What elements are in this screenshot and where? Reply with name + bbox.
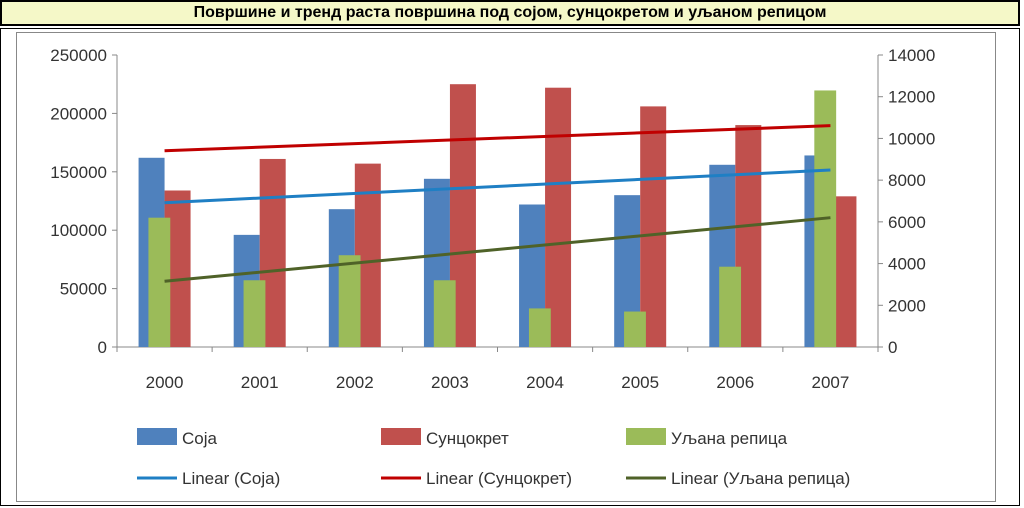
right-axis-tick-label: 2000 bbox=[888, 296, 926, 315]
bar-uljana-repica bbox=[528, 308, 551, 347]
legend-label: Linear (Сунцокрет) bbox=[426, 469, 572, 488]
trendline-soja bbox=[164, 168, 831, 205]
x-axis-tick-label: 2003 bbox=[431, 373, 469, 392]
left-axis-tick-label: 250000 bbox=[50, 46, 107, 65]
left-axis-tick-label: 0 bbox=[98, 338, 107, 357]
right-axis-tick-label: 8000 bbox=[888, 171, 926, 190]
chart-title: Површине и тренд раста површина под сојо… bbox=[193, 4, 827, 21]
left-axis-tick-label: 200000 bbox=[50, 104, 107, 123]
legend-label: Linear (Уљана репица) bbox=[671, 469, 850, 488]
x-axis-tick-label: 2006 bbox=[716, 373, 754, 392]
left-axis-tick-label: 100000 bbox=[50, 221, 107, 240]
legend-label: Linear (Соја) bbox=[182, 469, 280, 488]
bar-uljana-repica bbox=[433, 280, 456, 347]
bar-uljana-repica bbox=[243, 280, 266, 347]
legend-swatch-suncokret bbox=[381, 428, 421, 445]
right-axis-tick-label: 0 bbox=[888, 338, 897, 357]
legend-label: Уљана репица bbox=[671, 429, 788, 448]
outer-frame bbox=[0, 28, 1020, 506]
left-axis-tick-label: 50000 bbox=[60, 280, 107, 299]
right-axis-tick-label: 6000 bbox=[888, 213, 926, 232]
trendline-uljana-repica bbox=[164, 216, 831, 283]
x-axis-tick-label: 2004 bbox=[526, 373, 564, 392]
x-axis-tick-label: 2000 bbox=[146, 373, 184, 392]
bar-suncokret bbox=[640, 106, 667, 347]
bar-uljana-repica bbox=[338, 255, 361, 347]
right-axis-tick-label: 14000 bbox=[888, 46, 935, 65]
x-axis-tick-label: 2005 bbox=[621, 373, 659, 392]
bar-uljana-repica bbox=[148, 217, 171, 347]
x-axis-tick-label: 2007 bbox=[812, 373, 850, 392]
right-axis-tick-label: 4000 bbox=[888, 255, 926, 274]
trendline-suncokret bbox=[164, 124, 831, 153]
bar-uljana-repica bbox=[719, 266, 742, 347]
legend-label: Соја bbox=[182, 429, 218, 448]
x-axis-tick-label: 2002 bbox=[336, 373, 374, 392]
right-axis-tick-label: 10000 bbox=[888, 129, 935, 148]
legend-swatch-soja bbox=[137, 428, 177, 445]
chart-area-border bbox=[16, 32, 996, 502]
left-axis-tick-label: 150000 bbox=[50, 163, 107, 182]
bar-suncokret bbox=[545, 87, 572, 347]
legend-label: Сунцокрет bbox=[426, 429, 509, 448]
x-axis-tick-label: 2001 bbox=[241, 373, 279, 392]
legend-swatch-uljana-repica bbox=[626, 428, 666, 445]
chart-title-banner: Површине и тренд раста површина под сојо… bbox=[0, 0, 1020, 26]
right-axis-tick-label: 12000 bbox=[888, 88, 935, 107]
bar-uljana-repica bbox=[624, 311, 646, 347]
